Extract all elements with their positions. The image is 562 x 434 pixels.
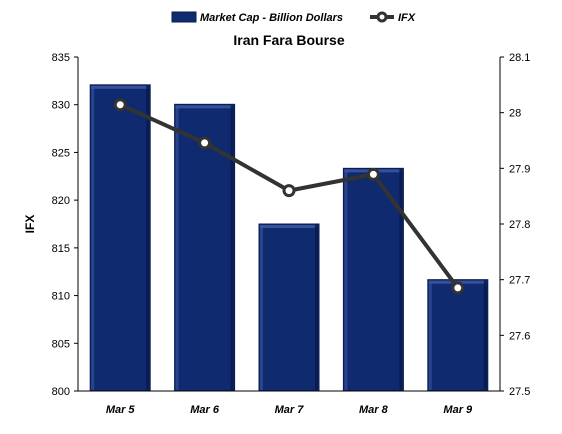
- x-tick-label: Mar 5: [106, 404, 136, 416]
- bar-top-bevel: [175, 105, 234, 109]
- ifx-point-1: [113, 98, 127, 112]
- bar-right-bevel: [146, 85, 150, 390]
- bar-left-bevel: [428, 280, 432, 390]
- axes-layer: 800 805 810 815 820 825 830 835 27.5 27.6 27.7 27.8…: [52, 52, 531, 416]
- bar-left-bevel: [260, 225, 263, 390]
- y-right-tick-label: 27.7: [509, 275, 530, 287]
- bar-body: [427, 279, 489, 392]
- y-left-tick-label: 820: [52, 195, 70, 207]
- x-tick-label: Mar 6: [190, 404, 220, 416]
- y-left-tick-label: 835: [52, 52, 70, 64]
- bar-right-bevel: [230, 105, 234, 391]
- y-right-tick-label: 28.1: [509, 52, 530, 64]
- ifx-point-4: [366, 167, 380, 181]
- bar-top-bevel: [260, 225, 318, 228]
- bars-layer: [89, 84, 489, 392]
- bar-left-bevel: [175, 105, 179, 391]
- x-tick-label: Mar 8: [359, 404, 389, 416]
- y-left-tick-label: 805: [52, 338, 70, 350]
- legend-swatch-ifx-marker: [376, 11, 388, 23]
- bar-left-bevel: [344, 169, 348, 390]
- x-tick-label: Mar 9: [443, 404, 473, 416]
- legend-label-ifx: IFX: [398, 12, 416, 24]
- bar-left-bevel: [91, 85, 95, 390]
- bar-body: [89, 84, 151, 392]
- bar-right-bevel: [483, 280, 487, 390]
- bar-1: [89, 84, 151, 392]
- ifx-point-2: [198, 136, 212, 150]
- legend-swatch-market-cap: [171, 11, 197, 23]
- legend: Market Cap - Billion Dollars IFX: [171, 11, 416, 24]
- bar-3: [258, 223, 320, 392]
- bar-right-bevel: [399, 169, 403, 390]
- bar-right-bevel: [315, 225, 318, 390]
- bar-5: [427, 279, 489, 392]
- y-left-tick-label: 815: [52, 243, 70, 255]
- bar-body: [258, 223, 320, 392]
- x-tick-label: Mar 7: [275, 404, 305, 416]
- legend-label-market-cap: Market Cap - Billion Dollars: [200, 12, 343, 24]
- ifx-point-5: [451, 281, 465, 295]
- bar-top-bevel: [91, 85, 150, 89]
- line-layer: [113, 98, 465, 295]
- y-left-tick-label: 810: [52, 291, 70, 303]
- y-right-tick-label: 27.9: [509, 163, 530, 175]
- y-right-tick-label: 28: [509, 108, 521, 120]
- y-right-tick-label: 27.5: [509, 386, 530, 398]
- ifx-point-3: [282, 184, 296, 198]
- y-right-tick-label: 27.6: [509, 330, 530, 342]
- y-left-tick-label: 830: [52, 100, 70, 112]
- y-axis-title: IFX: [23, 215, 37, 234]
- y-right-tick-label: 27.8: [509, 219, 530, 231]
- y-left-tick-label: 800: [52, 386, 70, 398]
- y-left-tick-label: 825: [52, 147, 70, 159]
- chart-title: Iran Fara Bourse: [233, 32, 344, 48]
